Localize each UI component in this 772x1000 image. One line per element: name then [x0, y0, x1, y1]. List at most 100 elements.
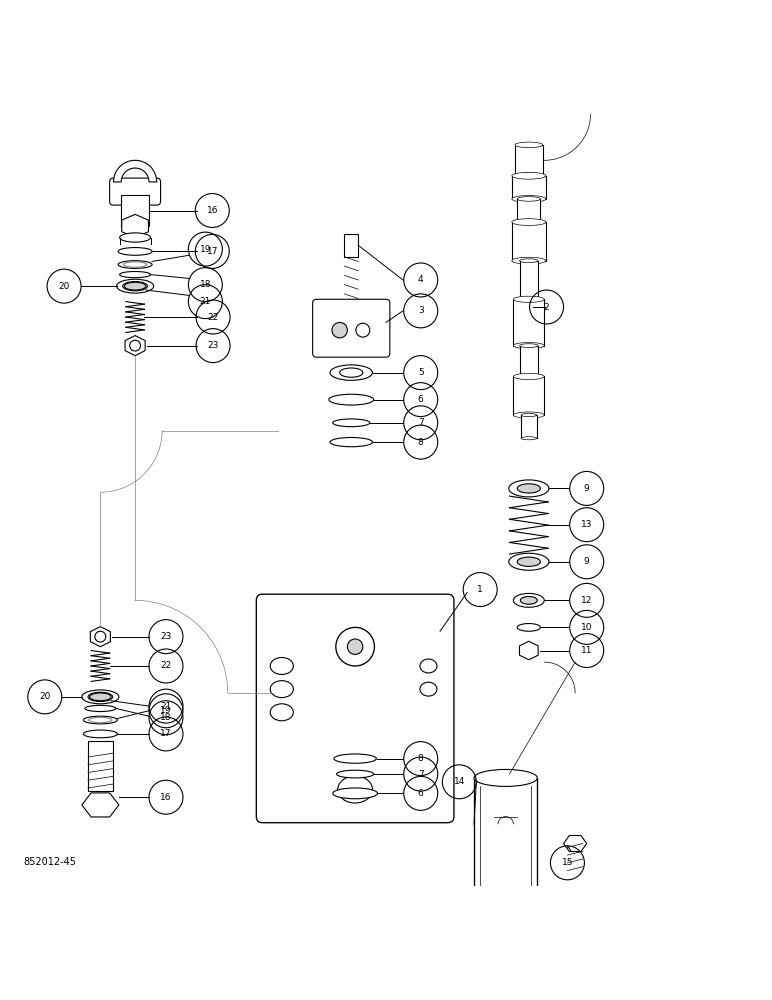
Ellipse shape	[337, 770, 374, 778]
FancyBboxPatch shape	[256, 594, 454, 823]
Text: 10: 10	[581, 623, 592, 632]
Text: 6: 6	[418, 789, 424, 798]
Polygon shape	[82, 793, 119, 817]
Bar	[512, 176, 546, 199]
Ellipse shape	[520, 297, 538, 301]
Ellipse shape	[517, 220, 540, 224]
Ellipse shape	[517, 484, 540, 493]
Ellipse shape	[120, 271, 151, 278]
Bar	[521, 415, 537, 438]
Text: 17: 17	[207, 247, 218, 256]
Text: 19: 19	[161, 706, 171, 715]
Text: 13: 13	[581, 520, 592, 529]
Ellipse shape	[512, 257, 546, 264]
Ellipse shape	[334, 754, 377, 763]
Text: 22: 22	[208, 313, 218, 322]
Ellipse shape	[512, 172, 546, 179]
Polygon shape	[90, 627, 110, 647]
Bar	[513, 376, 544, 415]
Ellipse shape	[124, 262, 147, 267]
Text: 12: 12	[581, 596, 592, 605]
Text: 23: 23	[161, 632, 171, 641]
Ellipse shape	[83, 730, 117, 738]
Ellipse shape	[420, 659, 437, 673]
Text: 7: 7	[418, 770, 424, 779]
Text: 17: 17	[161, 729, 171, 738]
Text: 2: 2	[543, 303, 550, 312]
Bar	[512, 222, 546, 261]
Ellipse shape	[517, 624, 540, 631]
Bar	[474, 778, 537, 901]
Ellipse shape	[515, 142, 543, 148]
Ellipse shape	[329, 394, 374, 405]
Ellipse shape	[88, 692, 113, 701]
Ellipse shape	[517, 557, 540, 566]
Text: 18: 18	[200, 280, 211, 289]
Text: 6: 6	[418, 395, 424, 404]
Text: 20: 20	[39, 692, 50, 701]
Ellipse shape	[512, 196, 546, 202]
Bar	[88, 741, 113, 791]
Ellipse shape	[520, 259, 538, 263]
Ellipse shape	[509, 480, 549, 497]
Ellipse shape	[89, 717, 112, 723]
Ellipse shape	[509, 553, 549, 570]
Ellipse shape	[521, 437, 537, 440]
Ellipse shape	[356, 323, 370, 337]
Ellipse shape	[336, 627, 374, 666]
Text: 22: 22	[161, 661, 171, 670]
Polygon shape	[125, 336, 145, 356]
Ellipse shape	[330, 365, 372, 380]
Ellipse shape	[123, 282, 147, 291]
Text: 11: 11	[581, 646, 592, 655]
Ellipse shape	[520, 375, 538, 378]
Ellipse shape	[270, 704, 293, 721]
Bar	[344, 234, 358, 257]
FancyBboxPatch shape	[110, 178, 161, 205]
Wedge shape	[113, 160, 157, 182]
Ellipse shape	[332, 322, 347, 338]
Text: 16: 16	[161, 793, 171, 802]
Ellipse shape	[337, 776, 372, 803]
Text: 4: 4	[418, 275, 424, 284]
Ellipse shape	[520, 596, 537, 604]
FancyBboxPatch shape	[313, 299, 390, 357]
Text: 21: 21	[200, 297, 211, 306]
Text: 1: 1	[477, 585, 483, 594]
Ellipse shape	[513, 593, 544, 607]
Ellipse shape	[513, 296, 544, 302]
Ellipse shape	[118, 261, 152, 268]
Ellipse shape	[513, 412, 544, 418]
Ellipse shape	[521, 414, 537, 417]
Ellipse shape	[420, 682, 437, 696]
Text: 14: 14	[454, 777, 465, 786]
Ellipse shape	[347, 639, 363, 654]
Ellipse shape	[513, 373, 544, 380]
Text: 852012-45: 852012-45	[23, 857, 76, 867]
Ellipse shape	[270, 657, 293, 674]
Ellipse shape	[120, 233, 151, 242]
Text: 16: 16	[207, 206, 218, 215]
Text: 20: 20	[59, 282, 69, 291]
Ellipse shape	[82, 690, 119, 704]
Ellipse shape	[340, 368, 363, 377]
Text: 21: 21	[161, 702, 171, 711]
Text: 9: 9	[584, 557, 590, 566]
Ellipse shape	[117, 279, 154, 293]
Bar	[513, 299, 544, 346]
Polygon shape	[564, 836, 587, 852]
Bar	[515, 145, 543, 176]
Polygon shape	[122, 214, 148, 238]
Bar	[520, 261, 538, 299]
Ellipse shape	[333, 419, 370, 427]
Circle shape	[130, 340, 141, 351]
Ellipse shape	[124, 282, 146, 290]
Ellipse shape	[90, 693, 111, 701]
Bar	[121, 195, 149, 226]
Bar	[517, 199, 540, 222]
Bar	[520, 346, 538, 376]
Text: 3: 3	[418, 306, 424, 315]
Text: 9: 9	[584, 484, 590, 493]
Text: 23: 23	[208, 341, 218, 350]
Ellipse shape	[520, 344, 538, 347]
